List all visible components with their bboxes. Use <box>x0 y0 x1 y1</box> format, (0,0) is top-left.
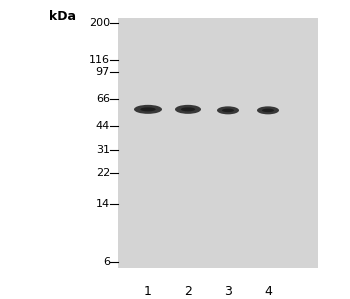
Text: 97: 97 <box>96 67 110 77</box>
Ellipse shape <box>217 106 239 114</box>
Ellipse shape <box>257 106 279 114</box>
Bar <box>118 18 318 268</box>
Ellipse shape <box>222 109 234 112</box>
Text: 14: 14 <box>96 199 110 209</box>
Text: 6: 6 <box>103 257 110 267</box>
Text: 2: 2 <box>184 285 192 298</box>
Text: 44: 44 <box>96 121 110 131</box>
Text: 22: 22 <box>96 168 110 179</box>
Text: kDa: kDa <box>49 10 76 23</box>
Ellipse shape <box>262 109 274 112</box>
Text: 1: 1 <box>144 285 152 298</box>
Ellipse shape <box>175 105 201 114</box>
Ellipse shape <box>181 107 195 111</box>
Text: 116: 116 <box>89 55 110 65</box>
Text: 4: 4 <box>264 285 272 298</box>
Text: 66: 66 <box>96 94 110 103</box>
Text: 3: 3 <box>224 285 232 298</box>
Text: 31: 31 <box>96 145 110 155</box>
Ellipse shape <box>134 105 162 114</box>
Ellipse shape <box>140 107 156 111</box>
Text: 200: 200 <box>89 18 110 28</box>
